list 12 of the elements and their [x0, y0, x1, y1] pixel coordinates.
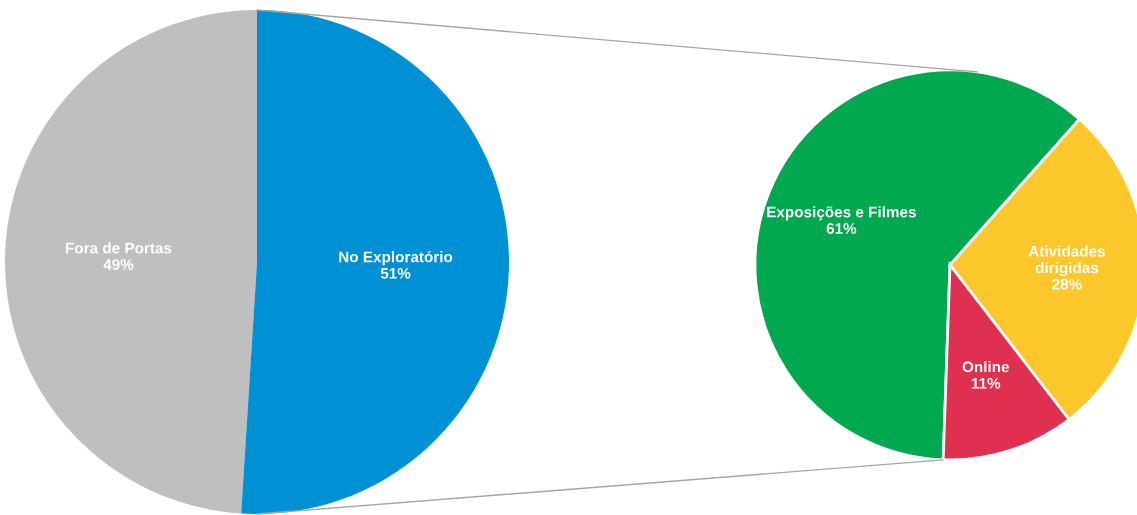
data-label: 11%: [971, 377, 1001, 389]
data-label: 51%: [380, 267, 411, 279]
data-label: 49%: [103, 259, 134, 270]
pie-slice: [5, 10, 257, 514]
slice-label: No Exploratório: [339, 250, 453, 266]
slice-label: Fora de Portas: [66, 242, 172, 254]
slice-label: Atividades dirigidas: [1028, 245, 1105, 277]
pie-slice: [241, 10, 509, 514]
slice-label: Online: [962, 361, 1010, 373]
slice-label: Exposições e Filmes: [767, 206, 916, 221]
data-label: 61%: [826, 223, 857, 234]
data-label: 28%: [1052, 278, 1082, 290]
